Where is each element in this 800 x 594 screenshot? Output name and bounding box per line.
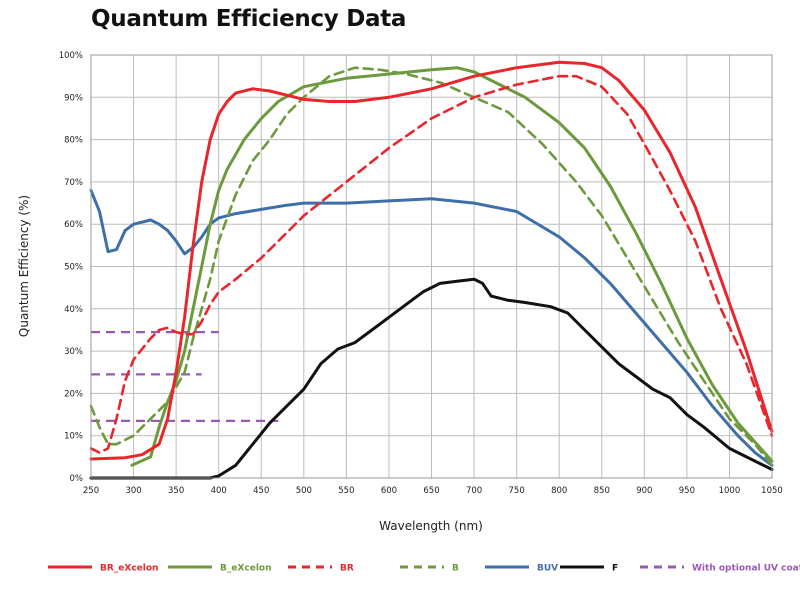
x-tick-labels: 250 300 350 400 450 500 550 600 650 700 750 800 850 9… [83, 486, 783, 496]
series-layer [89, 60, 774, 480]
x-tick-label: 950 [679, 486, 695, 496]
y-tick-label: 40% [64, 305, 83, 315]
x-tick-label: 400 [211, 486, 227, 496]
series-line-b-excelon [130, 66, 774, 467]
y-tick-label: 30% [64, 347, 83, 357]
legend-label-br-excelon: BR_eXcelon [100, 564, 158, 574]
legend-label-b: B [452, 564, 459, 574]
x-tick-label: 600 [381, 486, 397, 496]
legend-label-b-excelon: B_eXcelon [220, 564, 272, 574]
y-tick-labels: 0% 10% 20% 30% 40% 50% 60% 70% 80% 90% 100% [59, 51, 83, 484]
legend-label-with-optional-uv-coating: With optional UV coating [692, 564, 800, 574]
legend: BR_eXcelon B_eXcelon BR B BUV F With optional … [48, 564, 800, 574]
legend-label-f: F [612, 564, 618, 574]
x-tick-label: 650 [423, 486, 439, 496]
series-line-br [89, 74, 774, 454]
x-tick-label: 350 [168, 486, 184, 496]
x-tick-label: 300 [125, 486, 141, 496]
y-tick-label: 0% [70, 474, 84, 484]
x-tick-label: 750 [509, 486, 525, 496]
x-tick-label: 250 [83, 486, 99, 496]
series-line-f [89, 277, 774, 480]
x-tick-label: 450 [253, 486, 269, 496]
x-tick-label: 850 [594, 486, 610, 496]
x-tick-label: 550 [338, 486, 354, 496]
series-line-br-excelon [89, 60, 774, 461]
y-tick-label: 80% [64, 136, 83, 146]
y-tick-label: 100% [59, 51, 83, 61]
x-tick-label: 500 [296, 486, 312, 496]
y-tick-label: 60% [64, 220, 83, 230]
legend-label-buv: BUV [537, 564, 558, 574]
y-tick-label: 20% [64, 389, 83, 399]
legend-label-br: BR [340, 564, 354, 574]
series-line-buv [89, 188, 774, 467]
plot-border [90, 54, 773, 479]
chart-title: Quantum Efficiency Data [91, 6, 407, 32]
y-tick-label: 50% [64, 263, 83, 273]
y-tick-label: 90% [64, 93, 83, 103]
x-tick-label: 1000 [719, 486, 741, 496]
y-tick-label: 70% [64, 178, 83, 188]
x-tick-label: 1050 [761, 486, 783, 496]
x-tick-label: 700 [466, 486, 482, 496]
y-tick-label: 10% [64, 432, 83, 442]
series-line-b [89, 66, 774, 467]
x-tick-label: 800 [551, 486, 567, 496]
x-axis-label: Wavelength (nm) [379, 519, 483, 533]
y-axis-label: Quantum Efficiency (%) [17, 195, 31, 337]
x-tick-label: 900 [636, 486, 652, 496]
